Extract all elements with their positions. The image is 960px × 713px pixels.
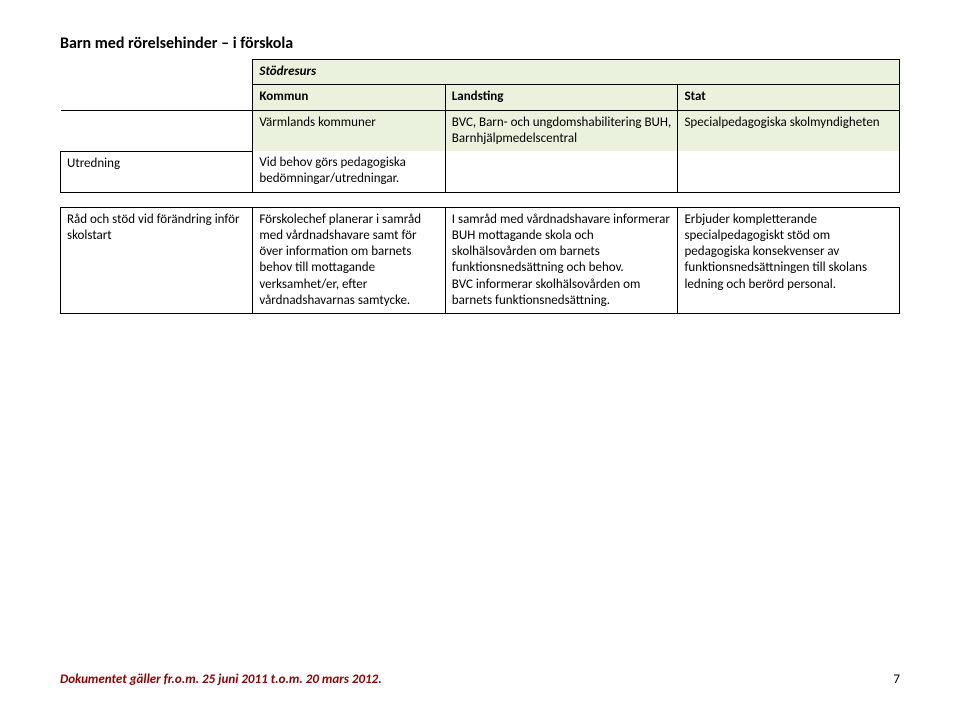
sub-landsting: BVC, Barn- och ungdomshabilitering BUH, … — [445, 110, 678, 151]
row-label: Råd och stöd vid förändring inför skolst… — [61, 207, 253, 314]
empty-cell — [61, 110, 253, 151]
main-table: Stödresurs Kommun Landsting Stat Värmlan… — [60, 59, 900, 314]
resource-row: Stödresurs — [61, 60, 900, 85]
page-title: Barn med rörelsehinder – i förskola — [60, 34, 900, 53]
row-c1: Vid behov görs pedagogiska bedömningar/u… — [253, 151, 445, 192]
table-row: Utredning Vid behov görs pedagogiska bed… — [61, 151, 900, 192]
row-c1: Förskolechef planerar i samråd med vårdn… — [253, 207, 445, 314]
sub-kommun: Värmlands kommuner — [253, 110, 445, 151]
row-c3 — [678, 151, 900, 192]
sub-stat: Specialpedagogiska skolmyndigheten — [678, 110, 900, 151]
subheader-row: Värmlands kommuner BVC, Barn- och ungdom… — [61, 110, 900, 151]
row-label: Utredning — [61, 151, 253, 192]
col-landsting: Landsting — [445, 85, 678, 110]
page: Barn med rörelsehinder – i förskola Stöd… — [0, 0, 960, 314]
resource-label: Stödresurs — [253, 60, 900, 85]
empty-cell — [61, 60, 253, 85]
col-kommun: Kommun — [253, 85, 445, 110]
row-c3: Erbjuder kompletterande specialpedagogis… — [678, 207, 900, 314]
col-stat: Stat — [678, 85, 900, 110]
footer-text: Dokumentet gäller fr.o.m. 25 juni 2011 t… — [60, 672, 382, 687]
empty-cell — [61, 85, 253, 110]
header-row: Kommun Landsting Stat — [61, 85, 900, 110]
spacer-row — [61, 192, 900, 207]
table-row: Råd och stöd vid förändring inför skolst… — [61, 207, 900, 314]
row-c2: I samråd med vårdnadshavare informerar B… — [445, 207, 678, 314]
page-number: 7 — [893, 672, 900, 687]
row-c2 — [445, 151, 678, 192]
